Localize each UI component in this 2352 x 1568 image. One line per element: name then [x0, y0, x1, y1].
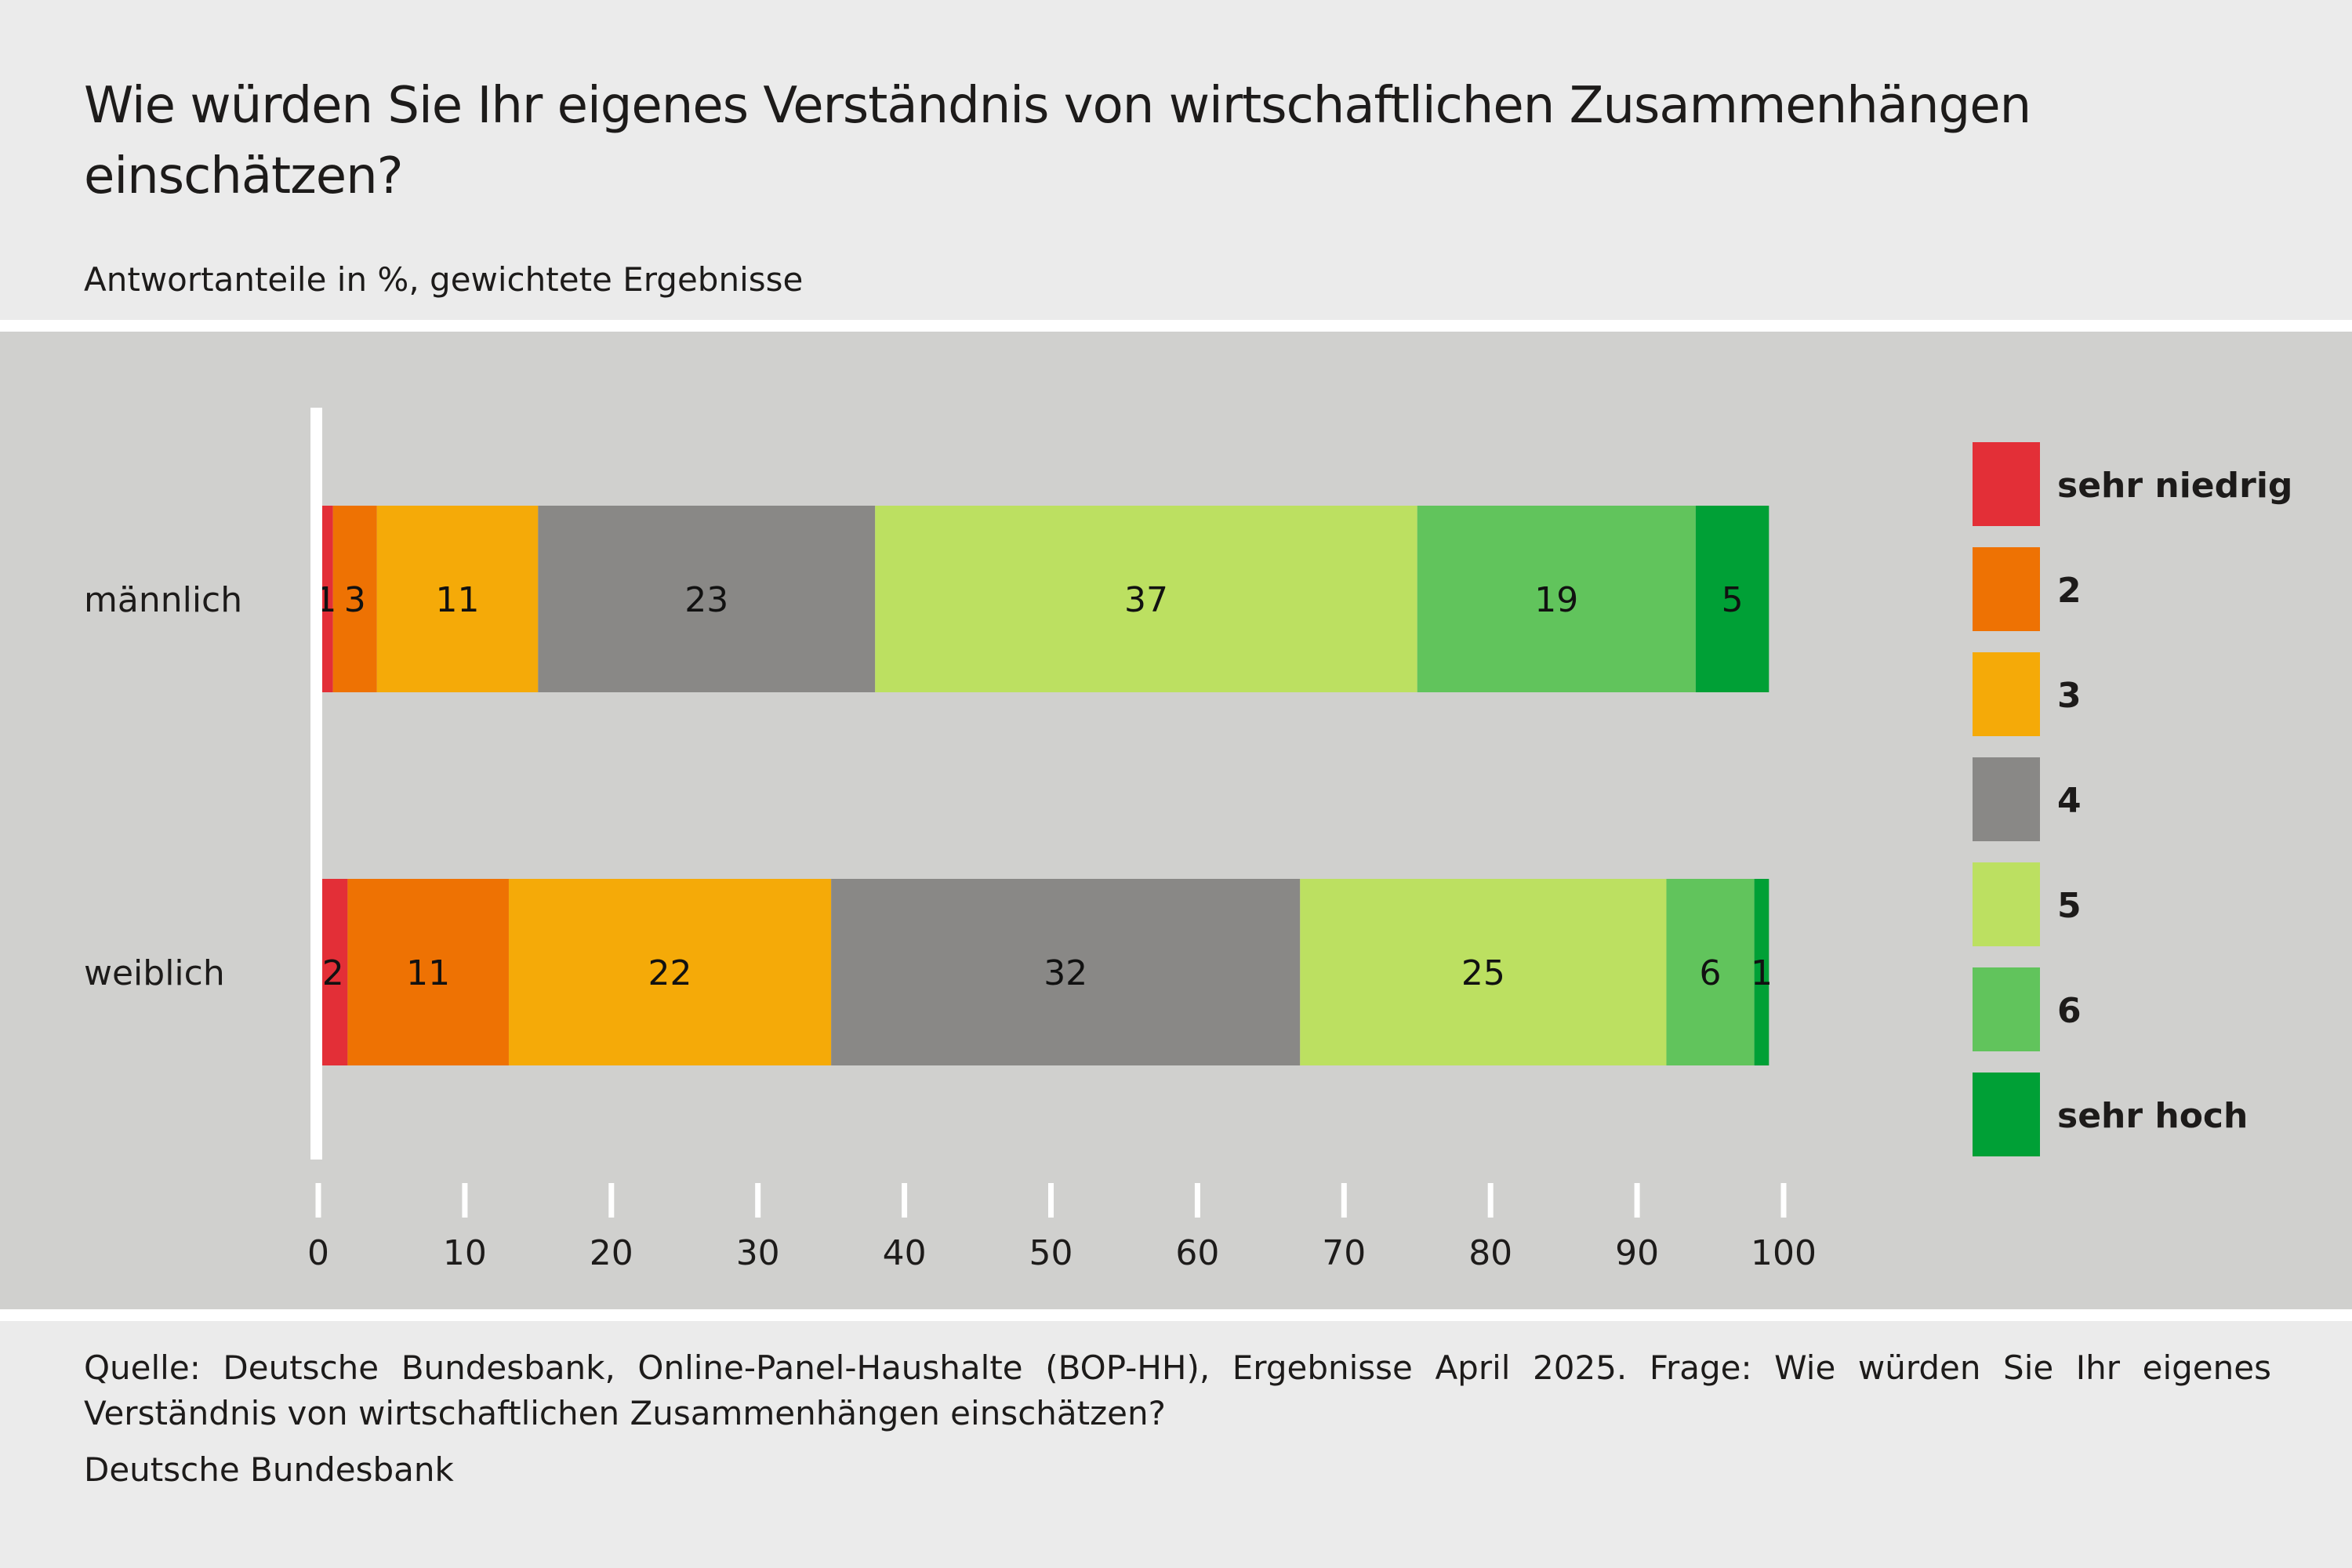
x-tick: [1341, 1183, 1347, 1218]
x-axis-group: 0 10 20 30 40 50 60 70 80 90 100: [307, 408, 1817, 1273]
x-tick-label: 70: [1322, 1233, 1366, 1273]
x-tick: [1194, 1183, 1200, 1218]
bar-segment: [1695, 506, 1769, 692]
x-tick: [462, 1183, 468, 1218]
legend-label: sehr hoch: [2057, 1096, 2248, 1136]
x-tick: [1780, 1183, 1787, 1218]
bar-segment: [538, 506, 876, 692]
legend-group: sehr niedrig 2 3 4 5 6 sehr hoch: [1973, 442, 2292, 1156]
x-tick-label: 100: [1751, 1233, 1817, 1273]
bar-segment: [875, 506, 1417, 692]
category-label: weiblich: [84, 953, 225, 993]
chart-panel: 1 3 11 23 37 19 5 2 11 22 32 25 6 1 männlich weiblich …: [0, 332, 2352, 1309]
legend-label: sehr niedrig: [2057, 466, 2292, 506]
bar-segment: [1300, 879, 1667, 1065]
value-label: 22: [648, 953, 692, 993]
x-tick: [608, 1183, 615, 1218]
value-label: 6: [1700, 953, 1722, 993]
publisher-note: Deutsche Bundesbank: [84, 1450, 454, 1489]
stacked-bar-chart: 1 3 11 23 37 19 52 11 22 32 25 6 1 männlichweiblich …: [84, 408, 2292, 1273]
value-label: 19: [1534, 580, 1578, 620]
x-tick-label: 50: [1029, 1233, 1073, 1273]
y-axis-line: [310, 408, 322, 1160]
legend-label: 2: [2057, 571, 2082, 611]
bar-segment: [332, 506, 377, 692]
legend-label: 5: [2057, 886, 2082, 926]
value-label: 32: [1044, 953, 1087, 993]
legend-label: 4: [2057, 781, 2082, 821]
value-labels-group: 1 3 11 23 37 19 52 11 22 32 25 6 1: [314, 580, 1773, 993]
category-label: männlich: [84, 580, 242, 620]
x-tick: [1048, 1183, 1054, 1218]
top-divider: [0, 320, 2352, 332]
chart-title: Wie würden Sie Ihr eigenes Verständnis v…: [84, 77, 2031, 205]
legend-swatch: [1973, 1073, 2040, 1156]
x-tick: [902, 1183, 908, 1218]
bars-group: [318, 506, 1769, 1065]
value-label: 5: [1722, 580, 1744, 620]
x-tick-label: 20: [590, 1233, 633, 1273]
value-label: 25: [1461, 953, 1505, 993]
x-tick: [1487, 1183, 1494, 1218]
x-tick-label: 30: [736, 1233, 780, 1273]
x-tick-label: 0: [307, 1233, 329, 1273]
chart-subtitle: Antwortanteile in %, gewichtete Ergebnis…: [84, 260, 804, 299]
x-tick-label: 60: [1175, 1233, 1219, 1273]
legend-swatch: [1973, 967, 2040, 1051]
x-tick: [315, 1183, 321, 1218]
legend-label: 3: [2057, 676, 2082, 716]
value-label: 23: [684, 580, 728, 620]
value-label: 11: [406, 953, 450, 993]
bar-segment: [318, 879, 348, 1065]
x-tick-label: 80: [1468, 1233, 1512, 1273]
value-label: 3: [344, 580, 366, 620]
legend-swatch: [1973, 652, 2040, 736]
bar-segment: [1666, 879, 1755, 1065]
bar-segment: [347, 879, 509, 1065]
bar-segment: [831, 879, 1301, 1065]
legend-swatch: [1973, 547, 2040, 631]
value-label: 2: [322, 953, 344, 993]
legend-swatch: [1973, 442, 2040, 526]
value-label: 1: [1751, 953, 1773, 993]
bar-segment: [1417, 506, 1696, 692]
value-label: 37: [1124, 580, 1168, 620]
legend-swatch: [1973, 862, 2040, 946]
value-label: 11: [436, 580, 480, 620]
bar-segment: [376, 506, 539, 692]
x-tick: [755, 1183, 761, 1218]
x-tick: [1634, 1183, 1640, 1218]
category-labels-group: männlich weiblich: [84, 580, 242, 993]
bottom-divider: [0, 1309, 2352, 1321]
bar-segment: [508, 879, 832, 1065]
legend-label: 6: [2057, 991, 2082, 1031]
x-tick-label: 90: [1615, 1233, 1659, 1273]
bar-segment: [1754, 879, 1769, 1065]
legend-swatch: [1973, 757, 2040, 841]
x-tick-label: 40: [883, 1233, 927, 1273]
x-tick-label: 10: [443, 1233, 487, 1273]
source-note: Quelle: Deutsche Bundesbank, Online-Pane…: [84, 1348, 2271, 1432]
